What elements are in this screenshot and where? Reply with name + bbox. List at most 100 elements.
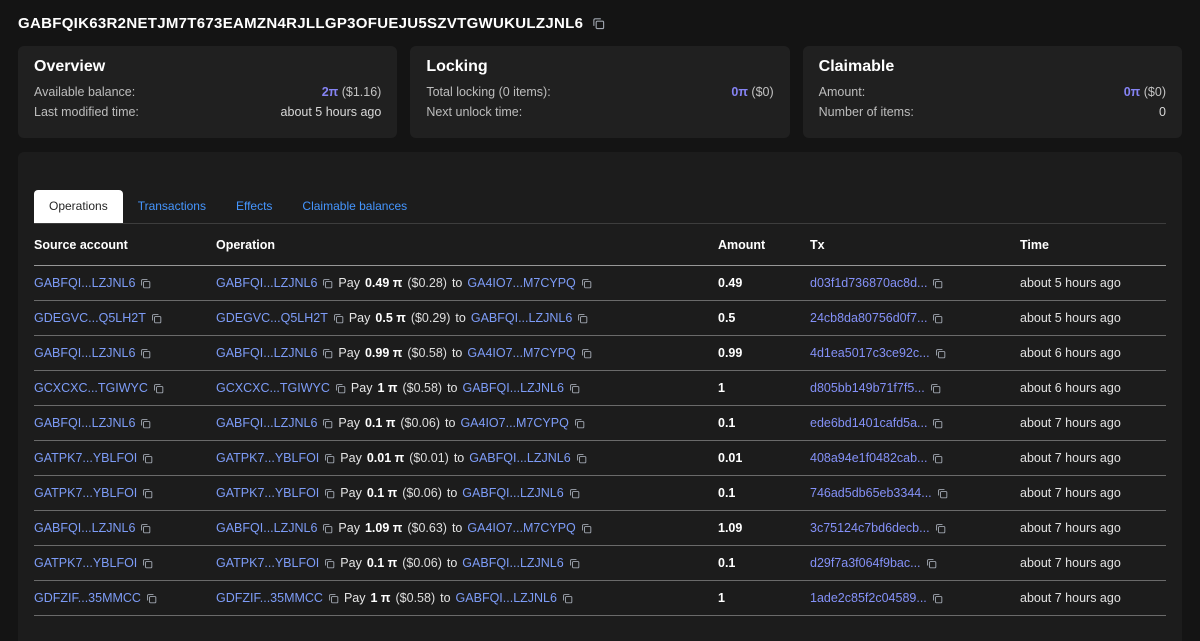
operation-to-link[interactable]: GABFQI...LZJNL6 [455, 591, 557, 605]
tx-cell: d805bb149b71f7f5... [810, 381, 1020, 395]
operation-from-link[interactable]: GDFZIF...35MMCC [216, 591, 323, 605]
operation-to-link[interactable]: GABFQI...LZJNL6 [470, 311, 573, 325]
operation-to-link[interactable]: GA4IO7...M7CYPQ [460, 416, 569, 430]
operation-from-link[interactable]: GATPK7...YBLFOI [216, 556, 320, 570]
copy-icon[interactable] [577, 313, 588, 324]
operation-from-link[interactable]: GDEGVC...Q5LH2T [216, 311, 328, 325]
tx-link[interactable]: 24cb8da80756d0f7... [810, 311, 928, 325]
tx-link[interactable]: d03f1d736870ac8d... [810, 276, 928, 290]
copy-icon[interactable] [926, 558, 937, 569]
source-account-link[interactable]: GABFQI...LZJNL6 [34, 416, 136, 430]
copy-icon[interactable] [142, 453, 153, 464]
pay-label: Pay [350, 381, 373, 395]
time-cell: about 5 hours ago [1020, 276, 1121, 290]
operation-from-link[interactable]: GCXCXC...TGIWYC [216, 381, 330, 395]
tx-link[interactable]: 408a94e1f0482cab... [810, 451, 928, 465]
source-account-link[interactable]: GATPK7...YBLFOI [34, 556, 138, 570]
copy-icon[interactable] [140, 418, 151, 429]
copy-icon[interactable] [324, 453, 335, 464]
table-row: GATPK7...YBLFOI GATPK7...YBLFOI Pay 0.01… [34, 441, 1166, 476]
source-account-link[interactable]: GATPK7...YBLFOI [34, 451, 138, 465]
operation-from-link[interactable]: GABFQI...LZJNL6 [216, 521, 318, 535]
operation-to-link[interactable]: GABFQI...LZJNL6 [462, 486, 564, 500]
copy-icon[interactable] [324, 558, 335, 569]
copy-icon[interactable] [153, 383, 164, 394]
source-account-link[interactable]: GDEGVC...Q5LH2T [34, 311, 146, 325]
copy-icon[interactable] [592, 17, 605, 30]
copy-icon[interactable] [142, 558, 153, 569]
copy-icon[interactable] [322, 348, 333, 359]
copy-icon[interactable] [322, 278, 333, 289]
tab-claimable-balances[interactable]: Claimable balances [302, 199, 408, 213]
total-locking-pi: 0π [731, 85, 748, 99]
copy-icon[interactable] [140, 278, 151, 289]
tx-cell: ede6bd1401cafd5a... [810, 416, 1020, 430]
operation-from-link[interactable]: GATPK7...YBLFOI [216, 486, 320, 500]
copy-icon[interactable] [935, 348, 946, 359]
copy-icon[interactable] [932, 453, 943, 464]
copy-icon[interactable] [569, 383, 580, 394]
operation-to-link[interactable]: GA4IO7...M7CYPQ [467, 521, 576, 535]
source-account-cell: GATPK7...YBLFOI [34, 486, 216, 500]
source-account-link[interactable]: GABFQI...LZJNL6 [34, 521, 136, 535]
copy-icon[interactable] [151, 313, 162, 324]
tx-link[interactable]: 3c75124c7bd6decb... [810, 521, 930, 535]
tx-link[interactable]: 1ade2c85f2c04589... [810, 591, 927, 605]
tx-link[interactable]: d29f7a3f064f9bac... [810, 556, 921, 570]
source-account-cell: GABFQI...LZJNL6 [34, 346, 216, 360]
copy-icon[interactable] [576, 453, 587, 464]
source-account-link[interactable]: GABFQI...LZJNL6 [34, 276, 136, 290]
tab-operations[interactable]: Operations [34, 190, 123, 223]
source-account-link[interactable]: GDFZIF...35MMCC [34, 591, 141, 605]
copy-icon[interactable] [328, 593, 339, 604]
table-row: GDFZIF...35MMCC GDFZIF...35MMCC Pay 1 π … [34, 581, 1166, 616]
source-account-link[interactable]: GCXCXC...TGIWYC [34, 381, 148, 395]
operation-cell: GDFZIF...35MMCC Pay 1 π ($0.58) to GABFQ… [216, 591, 718, 605]
tx-link[interactable]: 4d1ea5017c3ce92c... [810, 346, 930, 360]
tx-link[interactable]: d805bb149b71f7f5... [810, 381, 925, 395]
operation-to-link[interactable]: GABFQI...LZJNL6 [469, 451, 571, 465]
tx-link[interactable]: ede6bd1401cafd5a... [810, 416, 928, 430]
copy-icon[interactable] [932, 418, 943, 429]
copy-icon[interactable] [146, 593, 157, 604]
copy-icon[interactable] [140, 348, 151, 359]
copy-icon[interactable] [932, 593, 943, 604]
copy-icon[interactable] [930, 383, 941, 394]
copy-icon[interactable] [140, 523, 151, 534]
copy-icon[interactable] [574, 418, 585, 429]
tab-transactions[interactable]: Transactions [137, 199, 206, 213]
copy-icon[interactable] [324, 488, 335, 499]
tx-link[interactable]: 746ad5db65eb3344... [810, 486, 932, 500]
copy-icon[interactable] [935, 523, 946, 534]
copy-icon[interactable] [569, 558, 580, 569]
copy-icon[interactable] [322, 418, 333, 429]
copy-icon[interactable] [562, 593, 573, 604]
operation-to-link[interactable]: GA4IO7...M7CYPQ [467, 346, 576, 360]
copy-icon[interactable] [932, 278, 943, 289]
amount-cell: 1 [718, 591, 725, 605]
copy-icon[interactable] [581, 348, 592, 359]
copy-icon[interactable] [932, 313, 943, 324]
copy-icon[interactable] [333, 313, 344, 324]
copy-icon[interactable] [937, 488, 948, 499]
copy-icon[interactable] [569, 488, 580, 499]
operation-to-link[interactable]: GABFQI...LZJNL6 [462, 381, 564, 395]
time-cell: about 7 hours ago [1020, 521, 1121, 535]
operation-usd: ($0.06) [402, 556, 442, 570]
operation-from-link[interactable]: GATPK7...YBLFOI [216, 451, 320, 465]
copy-icon[interactable] [142, 488, 153, 499]
operation-from-link[interactable]: GABFQI...LZJNL6 [216, 276, 318, 290]
operation-to-link[interactable]: GABFQI...LZJNL6 [462, 556, 564, 570]
copy-icon[interactable] [335, 383, 346, 394]
tab-effects[interactable]: Effects [235, 199, 273, 213]
operation-from-link[interactable]: GABFQI...LZJNL6 [216, 346, 318, 360]
operation-from-link[interactable]: GABFQI...LZJNL6 [216, 416, 318, 430]
source-account-link[interactable]: GATPK7...YBLFOI [34, 486, 138, 500]
operation-to-link[interactable]: GA4IO7...M7CYPQ [467, 276, 576, 290]
to-label: to [446, 486, 458, 500]
time-cell: about 7 hours ago [1020, 416, 1121, 430]
source-account-link[interactable]: GABFQI...LZJNL6 [34, 346, 136, 360]
copy-icon[interactable] [581, 278, 592, 289]
copy-icon[interactable] [322, 523, 333, 534]
copy-icon[interactable] [581, 523, 592, 534]
